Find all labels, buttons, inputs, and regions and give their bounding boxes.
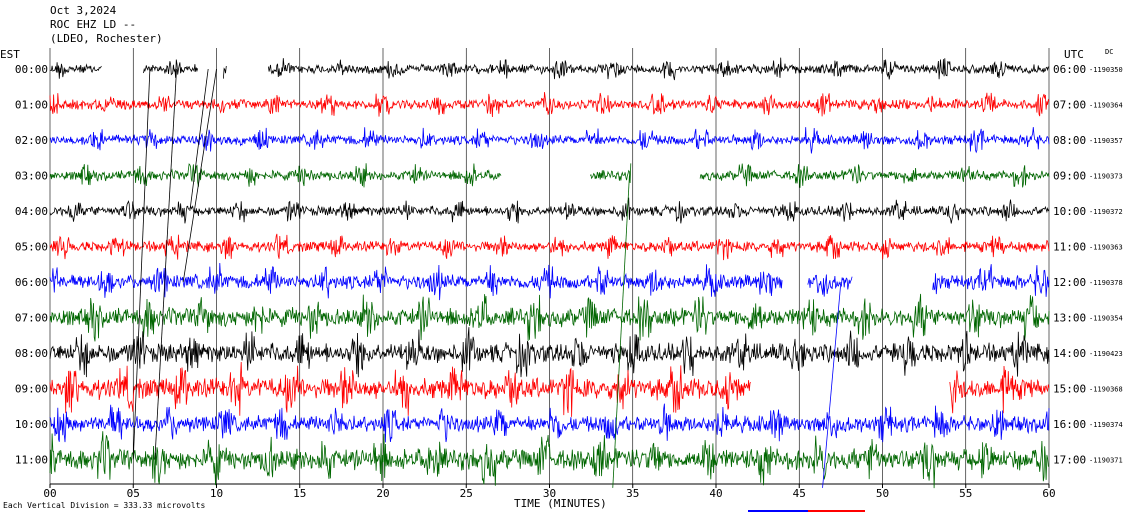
seismic-trace-row bbox=[49, 163, 1050, 188]
utc-hour-label: 11:00 bbox=[1053, 241, 1086, 254]
dc-offset-label: -1190357 bbox=[1089, 137, 1123, 145]
seismic-traces bbox=[49, 57, 1050, 489]
seismic-trace-row bbox=[49, 293, 1050, 342]
left-timezone: EST bbox=[0, 48, 20, 61]
event-marker-blue bbox=[748, 510, 808, 512]
utc-hour-label: 10:00 bbox=[1053, 205, 1086, 218]
x-tick-label: 35 bbox=[626, 487, 639, 500]
chart-date: Oct 3,2024 bbox=[50, 4, 117, 17]
est-hour-label: 04:00 bbox=[15, 205, 48, 218]
dc-offset-label: -1190364 bbox=[1089, 102, 1123, 110]
est-hour-label: 02:00 bbox=[15, 134, 48, 147]
utc-hour-label: 06:00 bbox=[1053, 63, 1086, 76]
seismic-trace-row bbox=[49, 127, 1050, 154]
utc-hour-label: 12:00 bbox=[1053, 276, 1086, 289]
dc-note: DC bbox=[1105, 48, 1114, 56]
seismic-trace-row bbox=[49, 327, 1050, 378]
x-tick-label: 55 bbox=[959, 487, 972, 500]
x-tick-label: 40 bbox=[709, 487, 722, 500]
utc-hour-label: 14:00 bbox=[1053, 347, 1086, 360]
utc-hour-label: 08:00 bbox=[1053, 134, 1086, 147]
transient-streak bbox=[822, 281, 842, 488]
x-axis-ticks: 00 05 10 15 20 25 30 35 40 45 50 55 60 bbox=[43, 484, 1056, 500]
station-code: ROC EHZ LD -- bbox=[50, 18, 137, 31]
seismic-trace-row bbox=[49, 403, 1050, 443]
est-hour-labels: 00:00 01:00 02:00 03:00 04:00 05:00 06:00 07:00… bbox=[15, 63, 48, 467]
x-tick-label: 60 bbox=[1042, 487, 1055, 500]
dc-offset-label: -1190350 bbox=[1089, 66, 1123, 74]
est-hour-label: 05:00 bbox=[15, 241, 48, 254]
x-axis-label: TIME (MINUTES) bbox=[514, 497, 607, 510]
x-tick-label: 50 bbox=[876, 487, 889, 500]
utc-hour-label: 09:00 bbox=[1053, 170, 1086, 183]
est-hour-label: 10:00 bbox=[15, 418, 48, 431]
x-tick-label: 45 bbox=[793, 487, 806, 500]
x-tick-label: 30 bbox=[543, 487, 556, 500]
seismic-trace-row bbox=[49, 361, 1050, 417]
network-name: (LDEO, Rochester) bbox=[50, 32, 163, 45]
utc-hour-label: 07:00 bbox=[1053, 99, 1086, 112]
x-tick-label: 05 bbox=[127, 487, 140, 500]
transient-streak bbox=[189, 68, 209, 212]
x-tick-label: 25 bbox=[460, 487, 473, 500]
seismic-trace-row bbox=[49, 431, 1050, 489]
seismic-trace-row bbox=[49, 197, 1050, 224]
x-tick-label: 10 bbox=[210, 487, 223, 500]
utc-hour-label: 15:00 bbox=[1053, 383, 1086, 396]
dc-offset-label: -1190378 bbox=[1089, 279, 1123, 287]
est-hour-label: 00:00 bbox=[15, 63, 48, 76]
est-hour-label: 03:00 bbox=[15, 170, 48, 183]
est-hour-label: 07:00 bbox=[15, 312, 48, 325]
dc-offset-label: -1190363 bbox=[1089, 244, 1123, 252]
x-tick-label: 00 bbox=[43, 487, 56, 500]
est-hour-label: 06:00 bbox=[15, 276, 48, 289]
utc-hour-label: 13:00 bbox=[1053, 312, 1086, 325]
x-tick-label: 20 bbox=[376, 487, 389, 500]
dc-offset-label: -1190373 bbox=[1089, 173, 1123, 181]
transient-streak bbox=[154, 68, 177, 460]
vertical-scale-note: Each Vertical Division = 333.33 microvol… bbox=[3, 501, 206, 510]
utc-hour-label: 16:00 bbox=[1053, 418, 1086, 431]
est-hour-label: 08:00 bbox=[15, 347, 48, 360]
est-hour-label: 09:00 bbox=[15, 383, 48, 396]
x-tick-label: 15 bbox=[293, 487, 306, 500]
transient-streak bbox=[182, 68, 217, 283]
dc-offset-label: -1190354 bbox=[1089, 315, 1123, 323]
dc-offset-label: -1190372 bbox=[1089, 208, 1123, 216]
seismic-trace-row bbox=[49, 262, 1050, 301]
est-hour-label: 01:00 bbox=[15, 99, 48, 112]
utc-hour-label: 17:00 bbox=[1053, 454, 1086, 467]
dc-offset-label: -1190374 bbox=[1089, 421, 1123, 429]
seismic-trace-row bbox=[49, 92, 1050, 118]
est-hour-label: 11:00 bbox=[15, 454, 48, 467]
utc-hour-labels: 06:00 -1190350 07:00 -1190364 08:00 -1190357 0… bbox=[1053, 63, 1123, 467]
transient-streak bbox=[612, 175, 630, 488]
seismic-trace-row bbox=[49, 57, 1050, 81]
transient-streak bbox=[132, 68, 151, 460]
dc-offset-label: -1190368 bbox=[1089, 386, 1123, 394]
dc-offset-label: -1190423 bbox=[1089, 350, 1123, 358]
right-timezone: UTC bbox=[1064, 48, 1084, 61]
seismic-trace-row bbox=[49, 233, 1050, 261]
dc-offset-label: -1190371 bbox=[1089, 457, 1123, 465]
